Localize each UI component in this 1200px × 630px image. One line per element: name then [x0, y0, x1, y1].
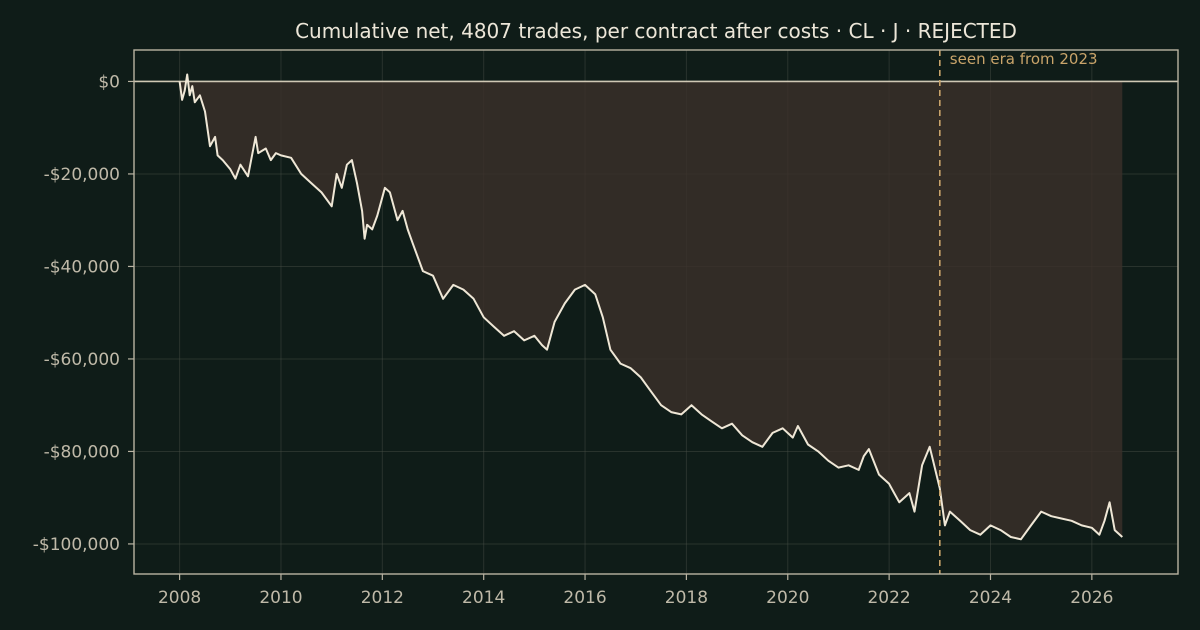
- x-tick-label: 2024: [969, 588, 1012, 608]
- y-tick-label: -$100,000: [33, 535, 120, 555]
- x-tick-label: 2020: [766, 588, 809, 608]
- series-line: [178, 73, 1123, 541]
- x-tick-label: 2022: [867, 588, 910, 608]
- x-tick-label: 2010: [259, 588, 302, 608]
- x-tick-label: 2014: [462, 588, 505, 608]
- chart-title: Cumulative net, 4807 trades, per contrac…: [295, 19, 1017, 43]
- era-marker-label: seen era from 2023: [950, 50, 1098, 68]
- plot-frame: [133, 49, 1179, 575]
- x-tick-label: 2008: [158, 588, 201, 608]
- y-axis: $0 -$20,000 -$40,000 -$60,000 -$80,000 -$100,…: [33, 72, 134, 555]
- y-tick-label: -$40,000: [44, 257, 120, 277]
- x-tick-label: 2016: [563, 588, 606, 608]
- x-axis: 2008 2010 2012 2014 2016 2018 2020 2022 2024 2026: [158, 574, 1113, 608]
- x-tick-label: 2026: [1070, 588, 1113, 608]
- drawdown-fill: [179, 74, 1123, 540]
- y-tick-label: -$20,000: [44, 165, 120, 185]
- y-tick-label: -$80,000: [44, 442, 120, 462]
- y-tick-label: $0: [98, 72, 120, 92]
- y-tick-label: -$60,000: [44, 350, 120, 370]
- x-tick-label: 2012: [361, 588, 404, 608]
- x-tick-label: 2018: [665, 588, 708, 608]
